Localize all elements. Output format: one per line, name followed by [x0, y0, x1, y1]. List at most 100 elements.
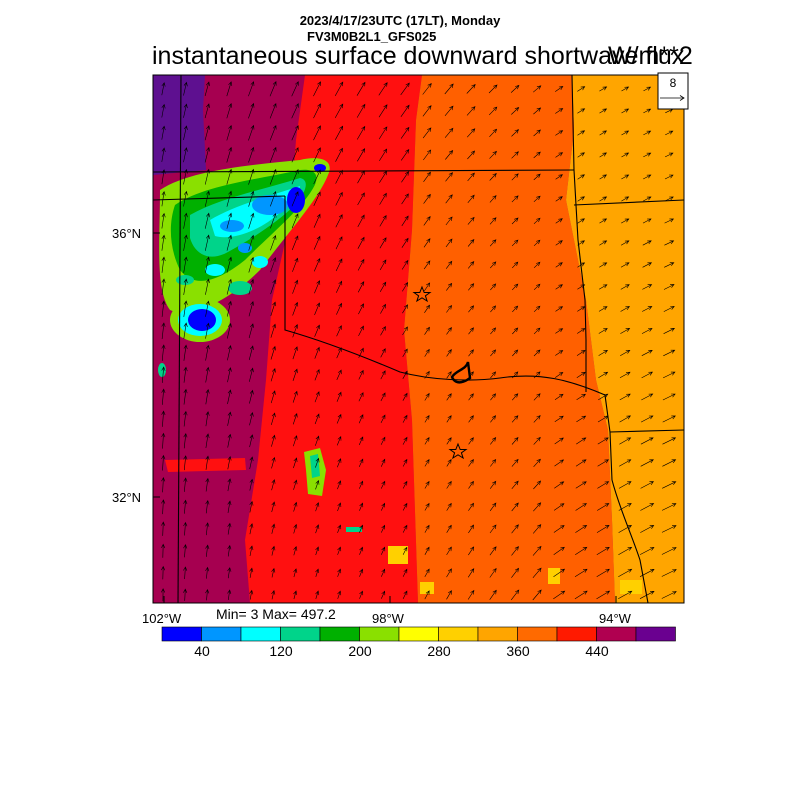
wind-arrow [183, 499, 188, 514]
wind-arrow [379, 192, 387, 205]
wind-arrow [639, 547, 655, 555]
wind-arrow [227, 500, 232, 513]
wind-arrow [467, 194, 475, 203]
wind-arrow [444, 105, 454, 116]
wind-arrow [663, 349, 676, 357]
wind-arrow [249, 567, 254, 578]
wind-arrow [424, 415, 430, 423]
wind-arrow [599, 130, 607, 136]
wind-arrow [621, 152, 630, 158]
wind-arrow [291, 235, 299, 251]
wind-arrow [183, 455, 188, 471]
wind-arrow [621, 130, 630, 136]
wind-arrow [577, 328, 586, 334]
wind-arrow [337, 546, 342, 555]
wind-arrow [662, 481, 677, 489]
wind-arrow [359, 524, 364, 533]
wind-arrow [402, 480, 408, 489]
wind-arrow [205, 522, 210, 536]
wind-arrow [446, 459, 452, 467]
wind-arrow [555, 174, 563, 180]
wind-arrow [379, 215, 387, 227]
wind-arrow [359, 502, 364, 511]
wind-arrow [227, 478, 232, 492]
wind-arrow [466, 106, 476, 116]
wind-arrow [574, 590, 588, 600]
wind-arrow [292, 412, 298, 425]
colorbar-swatch [477, 626, 518, 642]
wind-arrow [621, 108, 630, 114]
wind-arrow [291, 125, 299, 141]
vector-reference-value: 8 [670, 76, 677, 90]
wind-arrow [358, 414, 364, 424]
wind-arrow [357, 281, 365, 293]
colorbar-tick-40: 40 [194, 643, 210, 659]
wind-arrow [205, 433, 210, 449]
cloud-sky-core-2 [220, 220, 244, 232]
wind-arrow [227, 322, 232, 339]
wind-arrow [640, 503, 655, 511]
wind-arrow [423, 260, 431, 270]
wind-arrow [271, 434, 276, 447]
wind-arrow [597, 459, 609, 467]
wind-arrow [424, 502, 430, 511]
star-oklahoma-city [412, 285, 432, 303]
wind-arrow [400, 82, 410, 96]
wind-arrow [226, 212, 233, 229]
wind-arrow [161, 125, 166, 140]
wind-arrow [226, 146, 233, 163]
colorbar-swatch [280, 626, 321, 642]
wind-arrow [575, 546, 588, 555]
wind-arrow [248, 301, 254, 317]
wind-arrow [445, 260, 453, 269]
cloud-blue-core-2 [314, 164, 326, 172]
wind-arrow [576, 350, 586, 356]
wind-arrow [380, 370, 386, 380]
colorbar-swatch [596, 626, 637, 642]
wind-arrow [292, 346, 298, 360]
wind-arrow [183, 322, 188, 339]
wind-arrow [577, 174, 585, 180]
wind-arrow [358, 347, 364, 358]
wind-arrow [598, 328, 608, 334]
wind-arrow [401, 215, 409, 227]
wind-arrow [576, 371, 586, 378]
wind-arrow [642, 196, 652, 202]
wind-arrow [161, 82, 166, 96]
wind-arrow [641, 371, 653, 379]
wind-arrow [532, 545, 542, 556]
border-kansas-oklahoma [153, 169, 575, 173]
wind-arrow [270, 257, 277, 273]
wind-arrow [183, 433, 188, 449]
wind-arrow [424, 546, 430, 555]
wind-arrow [511, 567, 520, 578]
wind-arrow [490, 283, 497, 291]
wind-arrow [292, 390, 298, 403]
wind-arrow [314, 391, 320, 403]
units-label: W/m**2 [608, 42, 693, 70]
wind-arrow [183, 521, 188, 536]
wind-arrow [161, 103, 166, 118]
field-orange-red-band [404, 75, 615, 603]
wind-arrow [335, 147, 343, 162]
wind-arrow [249, 434, 254, 448]
wind-arrow [576, 437, 587, 445]
wind-arrow [599, 218, 608, 224]
wind-arrow [424, 524, 430, 533]
wind-arrow [597, 437, 609, 445]
wind-arrow [619, 437, 632, 445]
wind-arrow [161, 278, 166, 295]
wind-arrow [577, 218, 585, 224]
wind-arrow [620, 328, 631, 334]
wind-arrow [422, 82, 432, 95]
map-frame [152, 74, 685, 604]
wind-arrow [336, 391, 342, 402]
wind-arrow [555, 130, 564, 136]
wind-arrow [336, 302, 342, 315]
wind-arrow [334, 81, 344, 97]
cell-2 [228, 281, 252, 295]
lat-label-32n: 32°N [112, 490, 142, 505]
wind-arrow [335, 191, 343, 206]
wind-arrow [640, 437, 654, 445]
wind-arrow [468, 502, 474, 511]
